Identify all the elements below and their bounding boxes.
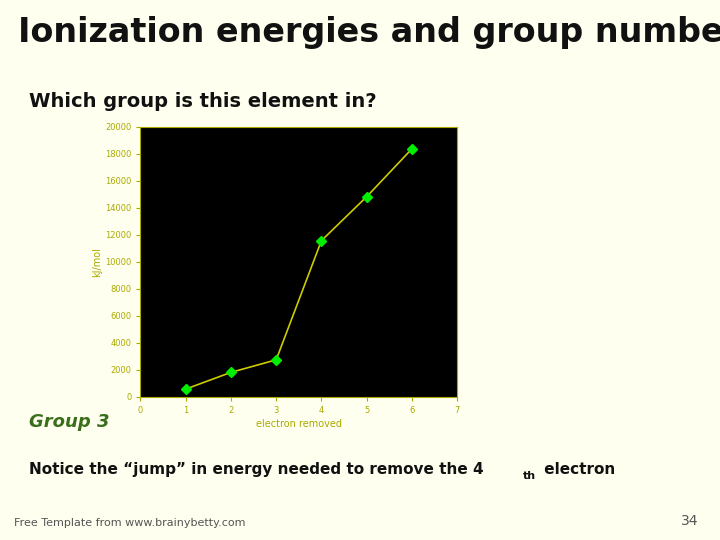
Text: electron: electron bbox=[539, 462, 615, 477]
Y-axis label: kJ/mol: kJ/mol bbox=[92, 247, 102, 277]
Text: Which group is this element in?: Which group is this element in? bbox=[29, 92, 377, 111]
Text: Free Template from www.brainybetty.com: Free Template from www.brainybetty.com bbox=[14, 518, 246, 528]
X-axis label: electron removed: electron removed bbox=[256, 419, 342, 429]
Text: Ionization energies and group numbers: Ionization energies and group numbers bbox=[18, 16, 720, 49]
Text: Notice the “jump” in energy needed to remove the 4: Notice the “jump” in energy needed to re… bbox=[29, 462, 483, 477]
Text: 34: 34 bbox=[681, 514, 698, 528]
Text: th: th bbox=[523, 471, 536, 482]
Text: Group 3: Group 3 bbox=[29, 413, 109, 431]
